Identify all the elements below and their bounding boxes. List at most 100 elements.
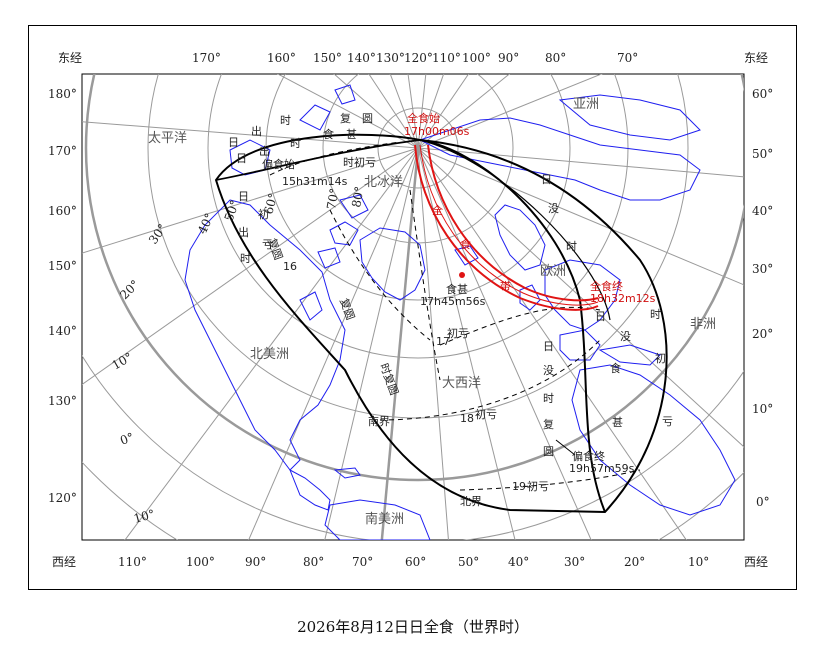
rise-north-char: 日 [236,152,247,165]
tick-label: 160° [267,51,296,65]
tick-label: 180° [48,87,77,101]
contact-19-num: 19 [512,480,526,493]
tick-label: 110° [432,51,461,65]
right-ticks: 60° 50° 40° 30° 20° 10° 0° [752,87,773,509]
contact-17-label: 初亏 [447,326,469,340]
totality-labels: 全食始 17h00m06s 全食终 18h32m12s 全 食 带 [404,111,656,305]
set-edge-char: 亏 [262,238,273,251]
restore-16: 复圆 [265,236,286,261]
tick-label: 80° [545,51,566,65]
tick-label: 120° [48,491,77,505]
bottom-ticks: 110° 100° 90° 80° 70° 60° 50° 40° 30° 20… [118,555,709,569]
region-africa: 非洲 [690,317,716,332]
set-right-char: 日 [541,173,552,186]
contact-19-label: 初亏 [527,479,549,493]
tick-label: 50° [752,147,773,161]
left-ticks: 180° 170° 160° 150° 140° 130° 120° [48,87,77,505]
sunset-first-contact-line [419,139,611,321]
region-north-america: 北美洲 [250,347,289,362]
map-caption: 2026年8月12日日全食（世界时） [297,618,529,636]
set-right-char: 亏 [662,415,673,428]
tick-label: 70° [352,555,373,569]
region-labels: 太平洋 亚洲 北冰洋 欧洲 非洲 北美洲 大西洋 南美洲 [148,97,716,527]
rise-south-char: 甚 [346,128,357,141]
total-end: 全食终 [590,279,623,293]
set-edge-char: 出 [238,225,249,239]
total-start: 全食始 [407,111,440,125]
set-edge-char: 日 [238,190,249,203]
set-mid-char: 时 [650,308,661,321]
rise-north-char: 复 [340,111,351,125]
tick-label: 10° [752,402,773,416]
rise-south-char: 食 [323,127,334,141]
region-atlantic: 大西洋 [442,376,481,391]
restore-17: 复圆 [337,296,358,321]
set-mid-char: 甚 [612,416,623,429]
tick-label: 50° [458,555,479,569]
set-right-char: 初 [655,351,666,365]
region-europe: 欧洲 [540,264,566,279]
tick-label: 20° [624,555,645,569]
set-left-char: 没 [543,364,554,377]
tick-label: 100° [186,555,215,569]
tick-label: 120° [404,51,433,65]
tick-label: 20° [752,327,773,341]
tick-label: 40° [508,555,529,569]
end-partial-time: 19h57m59s [569,462,635,475]
corner-top-right: 东经 [744,51,768,65]
tick-label: 140° [48,324,77,338]
rise-north-char: 出 [259,144,270,158]
tick-label: 30° [564,555,585,569]
tick-label: 60° [405,555,426,569]
maximum-point [459,272,465,278]
max-time: 17h45m56s [420,295,486,308]
partial-eclipse-boundary [214,133,668,514]
tick-label: 90° [245,555,266,569]
corner-bottom-right: 西经 [744,555,768,569]
tick-label: 130° [376,51,405,65]
rise-north-char: 圆 [362,112,373,125]
lat-label: 50° [222,198,242,223]
end-partial: 偏食终 [572,449,605,463]
total-end-time: 18h32m12s [590,292,656,305]
contact-time-lines [269,141,641,491]
tick-label: 40° [752,204,773,218]
region-pacific: 太平洋 [148,131,187,146]
first-contact-label: 时初亏 [343,155,376,169]
set-right-char: 没 [548,202,559,215]
tick-label: 70° [617,51,638,65]
region-asia: 亚洲 [573,97,599,112]
corner-bottom-left: 西经 [52,555,76,569]
set-left-char: 复 [543,417,554,431]
tick-label: 0° [756,495,770,509]
tick-label: 110° [118,555,147,569]
lat-label: 40° [195,211,217,236]
rise-north-char: 时 [290,137,301,150]
rise-south-char: 出 [251,124,262,138]
lat-label: 30° [146,221,170,246]
sunrise-limit-line [215,139,421,181]
totality-band [414,144,599,311]
tick-label: 170° [192,51,221,65]
lat-label: 10° [132,507,156,526]
tick-label: 60° [752,87,773,101]
region-south-america: 南美洲 [365,511,404,527]
contact-16-num: 16 [283,260,297,273]
tick-label: 90° [498,51,519,65]
lat-label: 0° [118,430,136,448]
start-partial: 偏食始 [262,157,295,171]
tick-label: 150° [313,51,342,65]
set-left-char: 圆 [543,445,554,458]
max-label: 食甚 [446,282,468,296]
top-ticks: 170° 160° 150° 140° 130° 120° 110° 100° … [192,51,638,65]
tick-label: 140° [347,51,376,65]
latitude-circles [82,74,744,540]
lat-label: 70° [324,187,341,210]
north-limit: 北界 [460,495,482,508]
set-mid-char: 没 [620,330,631,343]
total-start-time: 17h00m06s [404,125,470,138]
start-partial-time: 15h31m14s [282,175,348,188]
contact-18-num: 18 [460,412,474,425]
meridians [82,74,744,540]
